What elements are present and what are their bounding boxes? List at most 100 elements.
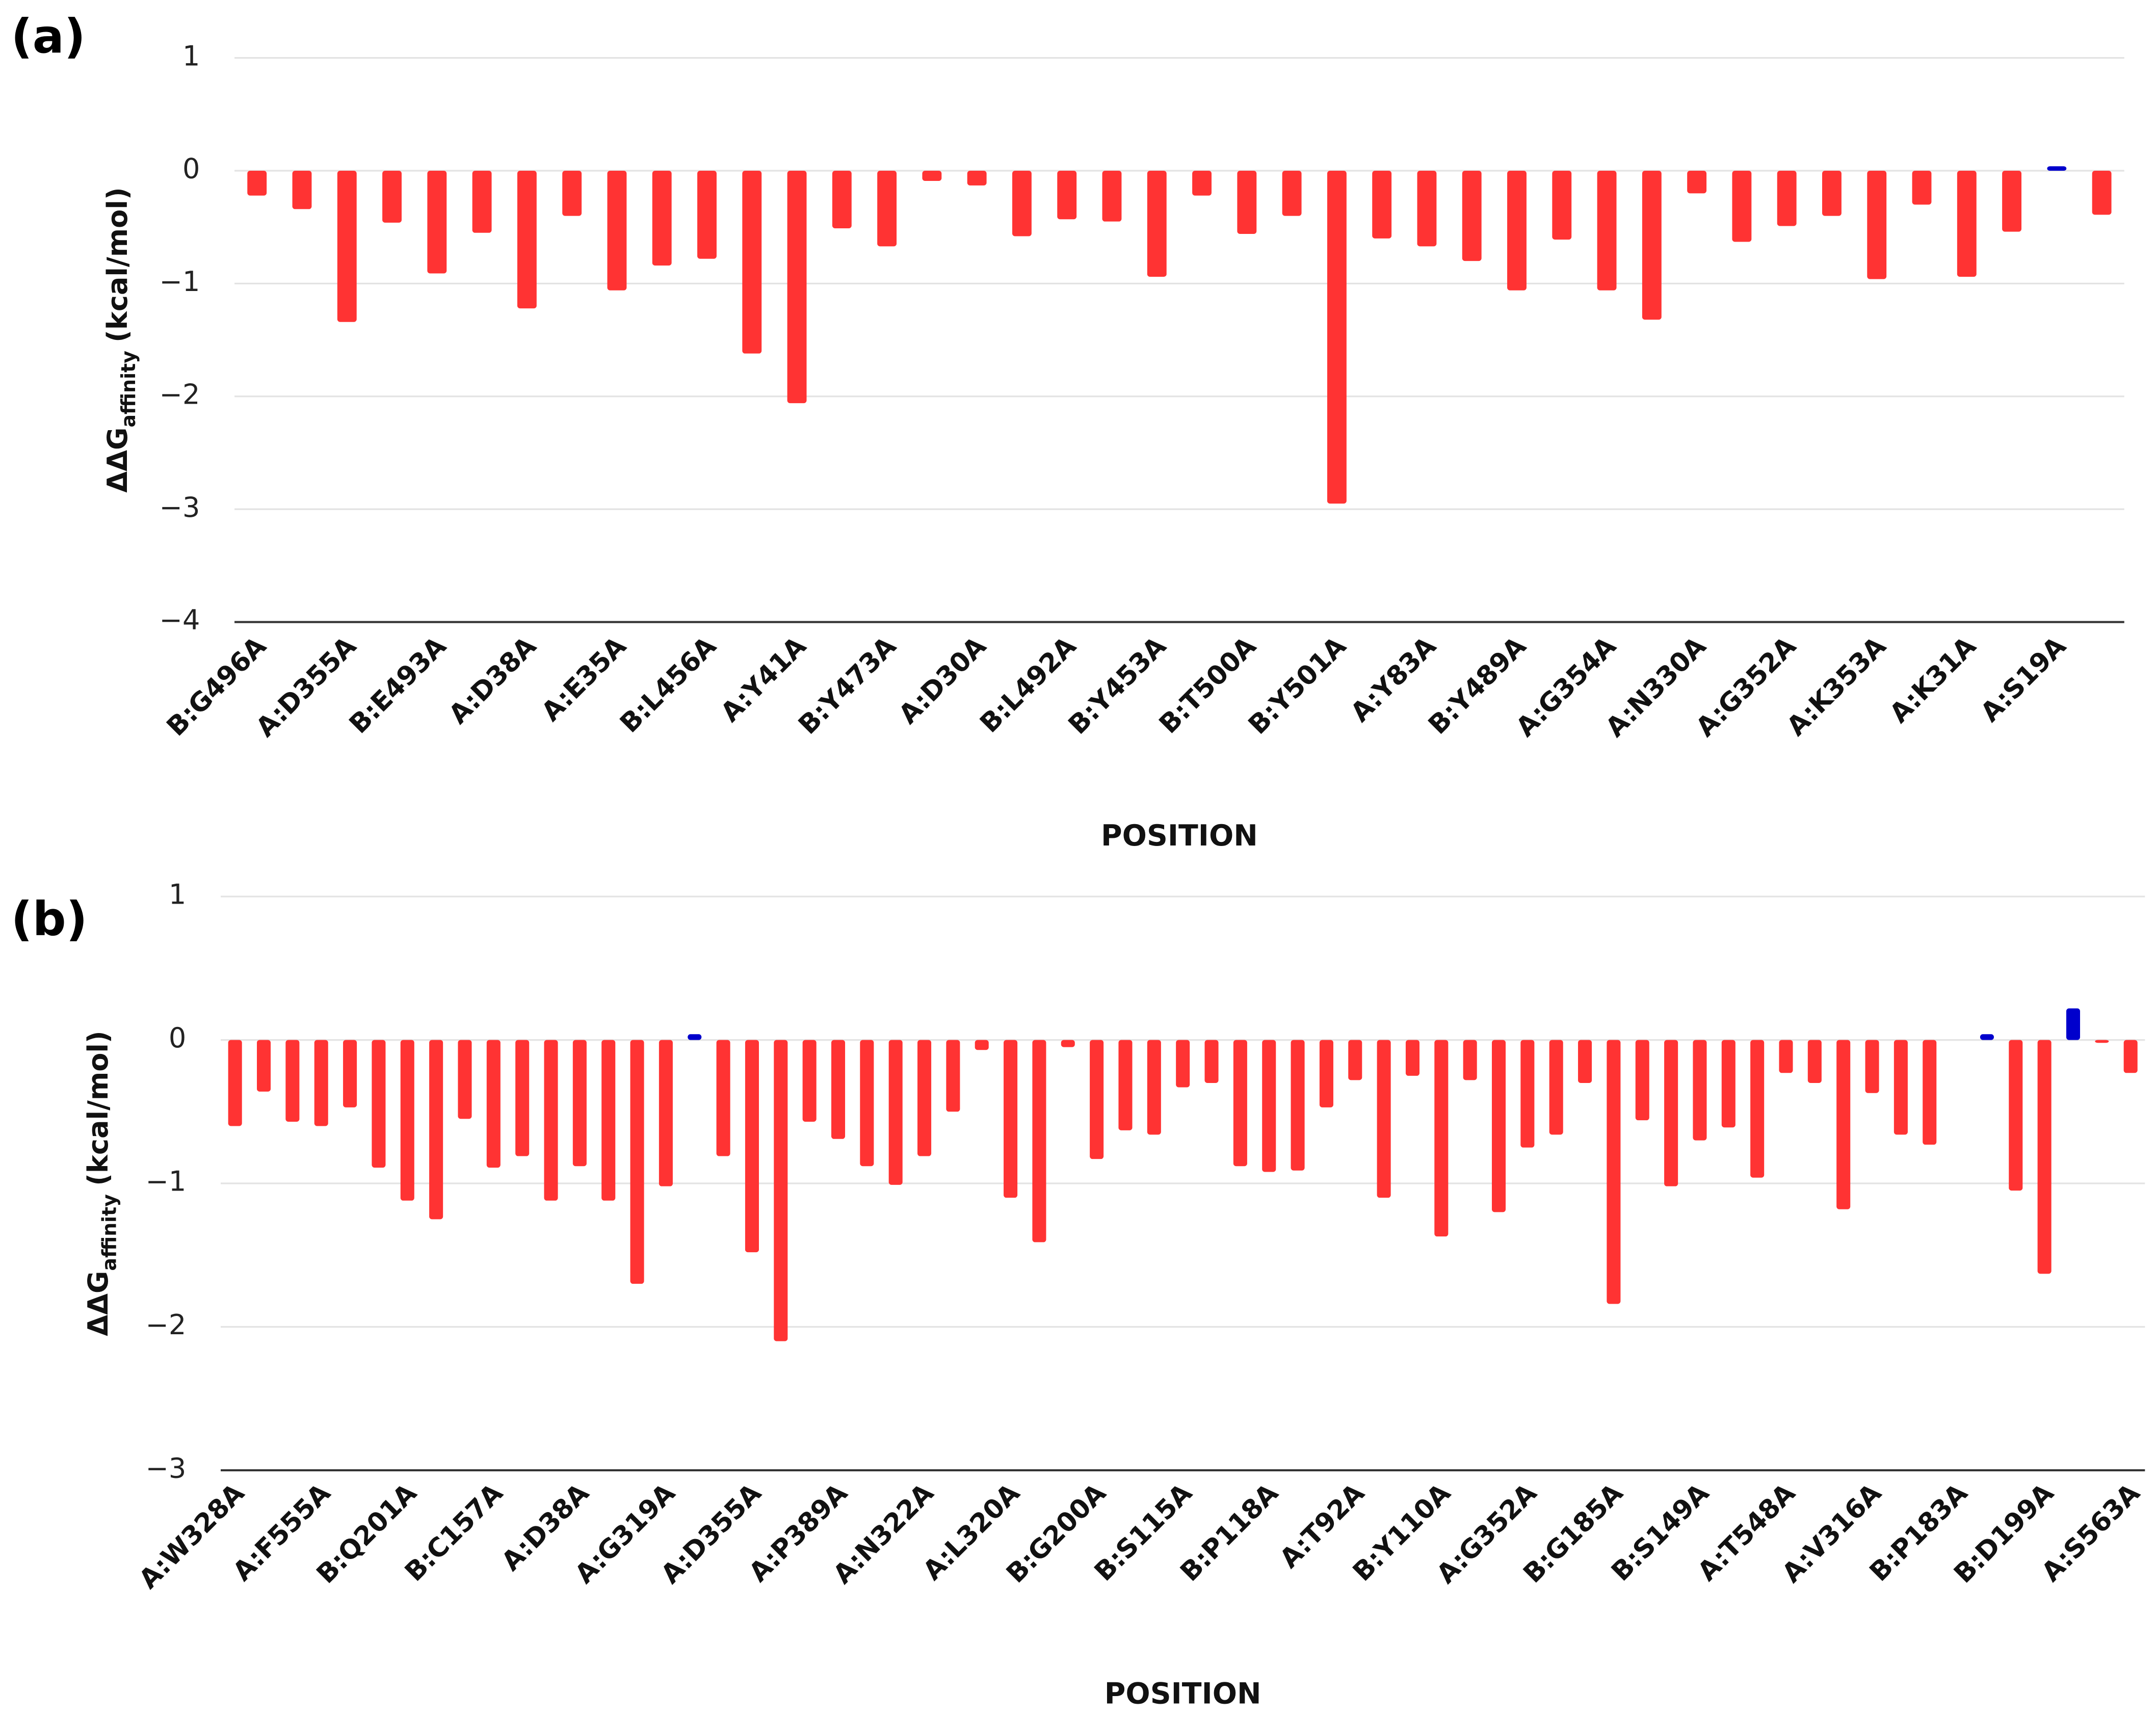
- bar: [1057, 171, 1077, 220]
- bar: [1607, 1040, 1621, 1304]
- bar: [1664, 1040, 1678, 1186]
- bar: [601, 1040, 616, 1201]
- y-title-main: ΔΔG: [101, 428, 134, 493]
- bar: [1957, 171, 1977, 277]
- bar: [486, 1040, 501, 1168]
- y-title-unit: (kcal/mol): [82, 1030, 114, 1185]
- x-axis-title: POSITION: [1105, 1677, 1261, 1710]
- bar: [831, 1040, 846, 1139]
- bar: [544, 1040, 558, 1201]
- bar: [1377, 1040, 1391, 1198]
- bar: [716, 1040, 730, 1156]
- bar: [967, 171, 987, 186]
- bar: [2123, 1040, 2138, 1073]
- bar: [1372, 171, 1392, 239]
- bar: [2047, 166, 2067, 171]
- bar: [1176, 1040, 1190, 1088]
- bar: [1597, 171, 1617, 290]
- x-tick-label: A:W328A: [133, 1477, 250, 1595]
- bar: [1552, 171, 1572, 240]
- bar: [292, 171, 312, 209]
- bar: [877, 171, 897, 247]
- bar: [372, 1040, 386, 1168]
- bar: [630, 1040, 644, 1284]
- y-title-unit: (kcal/mol): [101, 187, 134, 342]
- bar: [1642, 171, 1662, 320]
- bar: [1147, 1040, 1161, 1135]
- bar: [2092, 171, 2112, 215]
- bar: [1004, 1040, 1018, 1198]
- bar: [429, 1040, 443, 1220]
- y-tick-label: 1: [182, 40, 200, 72]
- y-tick-label: −2: [160, 378, 200, 410]
- bar: [1327, 171, 1347, 504]
- x-tick-label: A:K31A: [1884, 631, 1982, 729]
- bar: [1417, 171, 1437, 247]
- bar: [1090, 1040, 1104, 1159]
- bar: [458, 1040, 472, 1119]
- bar: [427, 171, 447, 274]
- x-tick-label: B:T500A: [1153, 631, 1263, 740]
- bar: [1237, 171, 1257, 234]
- bar: [1894, 1040, 1908, 1135]
- x-tick-label: A:D38A: [443, 631, 542, 730]
- bar: [1865, 1040, 1879, 1093]
- bar: [659, 1040, 673, 1186]
- y-tick-label: −3: [160, 491, 200, 523]
- bar: [562, 171, 582, 216]
- bar: [688, 1034, 702, 1040]
- bar: [382, 171, 402, 223]
- y-tick-label: −3: [146, 1452, 187, 1485]
- bar: [1549, 1040, 1563, 1135]
- bar: [1147, 171, 1167, 277]
- bar: [774, 1040, 788, 1341]
- x-tick-label: B:Y473A: [793, 631, 902, 741]
- bar: [1262, 1040, 1276, 1172]
- x-tick-label: B:Y453A: [1063, 631, 1172, 741]
- bar: [400, 1040, 414, 1201]
- bar: [1462, 171, 1482, 261]
- bar: [572, 1040, 587, 1167]
- y-title-main: ΔΔG: [82, 1271, 114, 1336]
- bar: [1923, 1040, 1937, 1145]
- bar: [1836, 1040, 1851, 1209]
- bar: [888, 1040, 903, 1185]
- bar: [2066, 1008, 2081, 1040]
- bar: [787, 171, 807, 404]
- bar: [652, 171, 672, 266]
- y-tick-label: −1: [160, 266, 200, 298]
- y-tick-label: −1: [146, 1166, 187, 1198]
- bar: [1693, 1040, 1707, 1141]
- x-tick-label: A:S19A: [1975, 631, 2072, 728]
- y-tick-label: −4: [160, 604, 200, 636]
- bar: [1032, 1040, 1046, 1243]
- bar: [472, 171, 492, 233]
- x-tick-label: A:K353A: [1781, 631, 1892, 742]
- bar: [860, 1040, 874, 1167]
- x-axis-title: POSITION: [1101, 819, 1258, 853]
- bar: [742, 171, 762, 354]
- y-tick-label: −2: [146, 1309, 187, 1341]
- bar: [745, 1040, 759, 1253]
- bar: [314, 1040, 328, 1126]
- bar: [697, 171, 717, 259]
- bar: [802, 1040, 817, 1122]
- y-title-sub: affinity: [98, 1194, 120, 1271]
- bar: [1192, 171, 1212, 196]
- y-tick-label: 0: [169, 1022, 186, 1054]
- bar: [228, 1040, 242, 1126]
- bar: [946, 1040, 960, 1112]
- x-tick-label: B:L456A: [614, 631, 722, 739]
- bar: [1204, 1040, 1219, 1083]
- bar: [1687, 171, 1707, 194]
- bar: [1867, 171, 1887, 279]
- bar: [247, 171, 267, 196]
- bar: [922, 171, 942, 181]
- bar: [2009, 1040, 2023, 1191]
- panel-label: (b): [11, 892, 88, 946]
- bar: [1118, 1040, 1133, 1130]
- bar: [1434, 1040, 1449, 1237]
- bar: [1912, 171, 1932, 205]
